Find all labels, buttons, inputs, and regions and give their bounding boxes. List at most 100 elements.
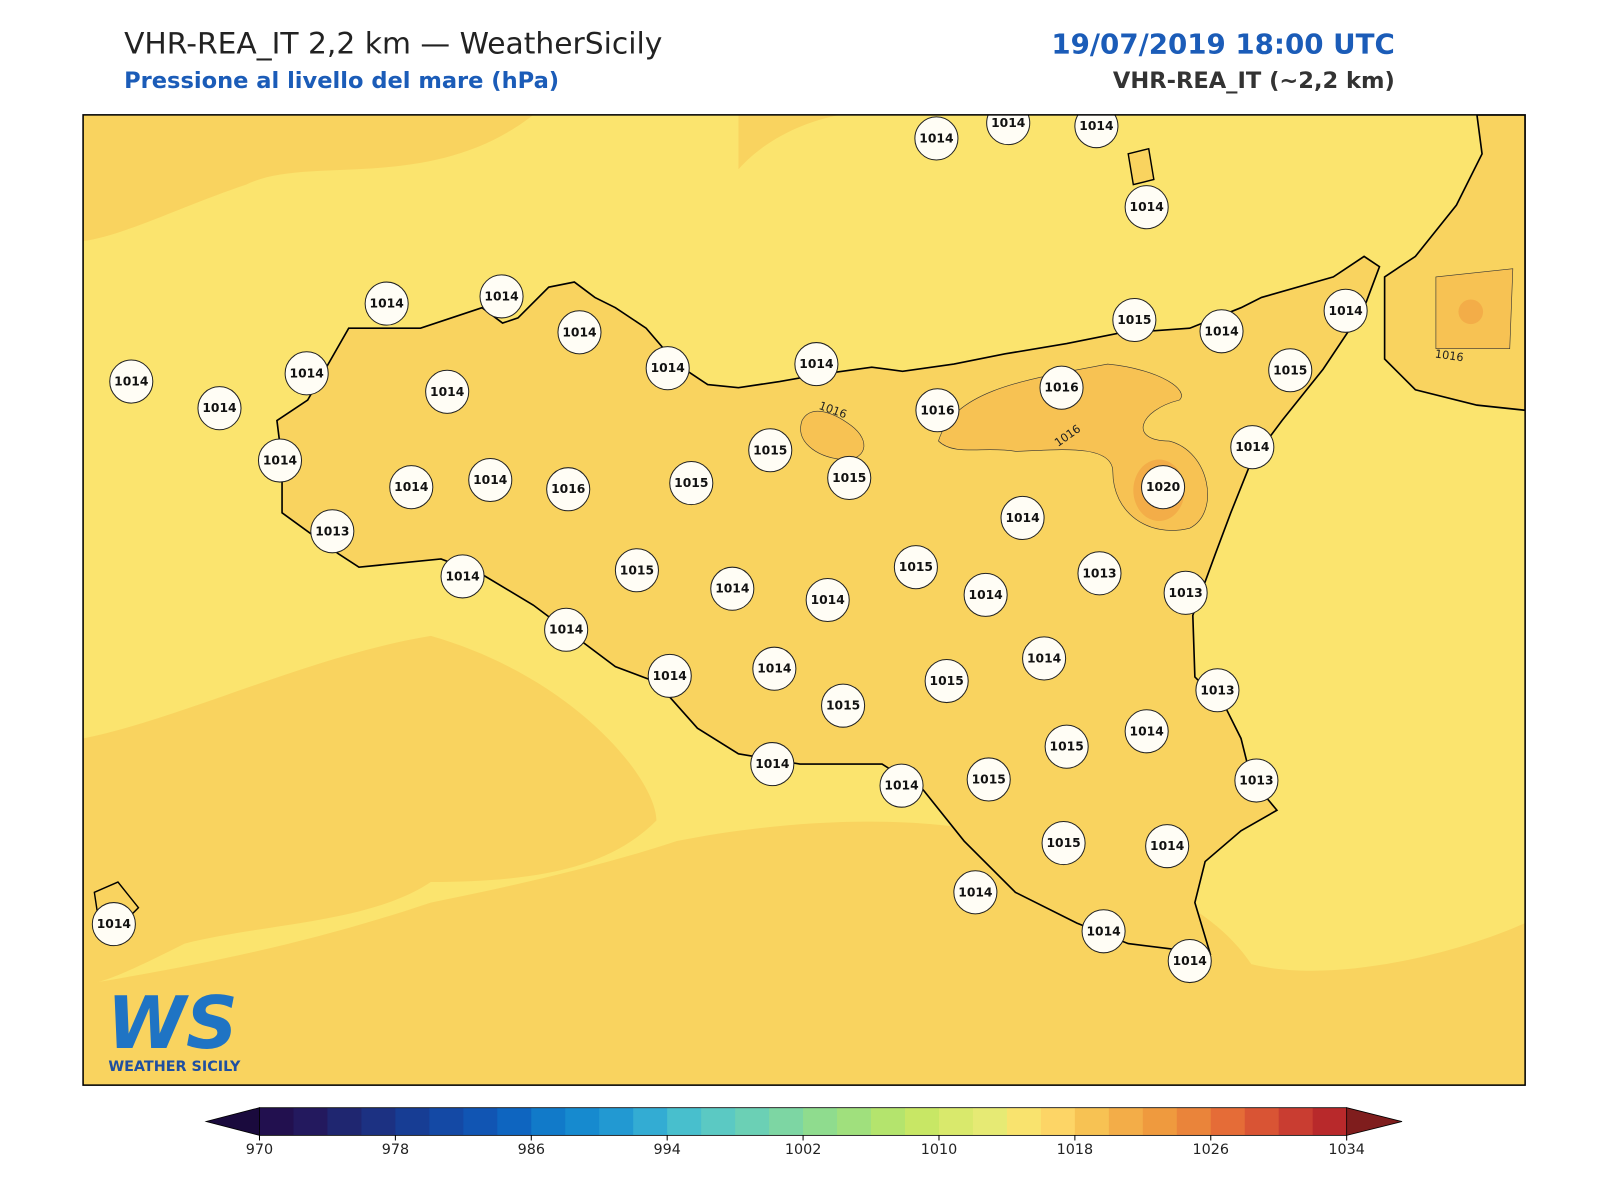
station-value: 1014 [755, 757, 789, 771]
station-marker [710, 566, 755, 611]
station: 1014 [1199, 309, 1244, 354]
station: 1013 [1163, 570, 1208, 615]
station: 1014 [1124, 185, 1169, 230]
station-value: 1014 [290, 366, 324, 380]
date: 19/07/2019 18:00 UTC [1051, 27, 1394, 60]
station-marker [1044, 724, 1089, 769]
station-value: 1014 [114, 375, 148, 389]
colorbar-segment [972, 1107, 1008, 1136]
station-marker [1167, 938, 1212, 984]
station-value: 1014 [1027, 651, 1061, 665]
colorbar-segment [1006, 1107, 1042, 1136]
station: 1014 [1230, 425, 1275, 470]
station-value: 1020 [1146, 480, 1180, 494]
station-value: 1014 [97, 917, 131, 931]
colorbar-segment [565, 1107, 600, 1136]
colorbar-segment [803, 1107, 838, 1136]
station-value: 1016 [551, 482, 585, 496]
station-value: 1014 [799, 357, 833, 371]
colorbar-segment [1210, 1107, 1246, 1136]
station: 1014 [1167, 938, 1212, 984]
station: 1014 [557, 310, 602, 355]
colorbar-segment [633, 1107, 668, 1136]
station: 1013 [1077, 551, 1122, 596]
station-value: 1014 [1130, 724, 1164, 738]
station-value: 1015 [899, 560, 933, 574]
station-marker [893, 545, 938, 590]
station: 1014 [752, 646, 797, 691]
station-value: 1015 [620, 563, 654, 577]
station-marker [1081, 909, 1126, 954]
station-value: 1014 [562, 325, 596, 339]
station-marker [1022, 636, 1067, 681]
colorbar-tick-label: 978 [382, 1142, 409, 1158]
station-marker [1112, 297, 1157, 343]
colorbar-under [204, 1107, 260, 1136]
station: 1015 [614, 548, 659, 593]
colorbar-segment [1278, 1107, 1314, 1136]
station-marker [1074, 114, 1119, 149]
station-marker [750, 742, 795, 787]
station: 1014 [257, 438, 303, 483]
station-marker [1000, 495, 1045, 540]
station-value: 1015 [1117, 313, 1151, 327]
colorbar-segment [599, 1107, 634, 1136]
colorbar-segment [735, 1107, 770, 1136]
station-value: 1013 [1169, 586, 1203, 600]
station-marker [479, 274, 524, 319]
station-marker [794, 342, 839, 387]
station-value: 1014 [1204, 324, 1238, 338]
station: 1014 [805, 577, 850, 623]
station-marker [364, 281, 409, 326]
station-value: 1014 [811, 593, 845, 607]
station-value: 1013 [1239, 774, 1273, 788]
station-value: 1014 [484, 289, 518, 303]
colorbar-segment [361, 1107, 396, 1136]
station-marker [468, 457, 513, 503]
station: 1014 [425, 369, 470, 414]
station: 1015 [893, 545, 938, 590]
station: 1015 [748, 428, 793, 473]
station-marker [544, 607, 589, 652]
colorbar-tick-label: 1010 [921, 1142, 958, 1158]
station-marker [1124, 709, 1169, 754]
station: 1014 [986, 114, 1031, 146]
pressure-area [83, 114, 534, 242]
map-frame [82, 114, 1526, 1086]
station-value: 1015 [832, 471, 866, 485]
colorbar-tick-label: 970 [246, 1142, 273, 1158]
colorbar-segment [667, 1107, 702, 1136]
pressure-area [83, 114, 842, 985]
station-marker [1041, 821, 1086, 866]
station-value: 1014 [653, 669, 687, 683]
station-value: 1015 [1273, 363, 1307, 377]
colorbar-segment [1108, 1107, 1144, 1136]
station-value: 1014 [1005, 511, 1039, 525]
colorbar-segment [463, 1107, 498, 1136]
station-marker [389, 465, 434, 510]
station: 1014 [914, 116, 959, 161]
station: 1013 [1195, 668, 1240, 713]
station: 1014 [1000, 495, 1045, 540]
station-marker [1145, 824, 1190, 869]
station-marker [986, 114, 1031, 146]
colorbar-segment [938, 1107, 974, 1136]
station-value: 1014 [1329, 304, 1363, 318]
station-marker [1268, 348, 1313, 393]
station-marker [1141, 465, 1186, 510]
colorbar-segment [1142, 1107, 1178, 1136]
station-marker [91, 902, 136, 947]
station-marker [748, 428, 793, 473]
station-marker [284, 351, 329, 396]
station: 1015 [966, 757, 1011, 802]
station-value: 1014 [549, 623, 583, 637]
station-marker [821, 683, 866, 728]
station: 1016 [546, 467, 591, 512]
colorbar-segment [429, 1107, 464, 1136]
station: 1013 [1234, 758, 1279, 803]
station-value: 1014 [202, 401, 236, 415]
station-value: 1014 [1130, 200, 1164, 214]
map: 1016 1016 1016 1014 1014 1014 1014 1014 1014 101… [83, 114, 1526, 1086]
station-value: 1014 [715, 582, 749, 596]
